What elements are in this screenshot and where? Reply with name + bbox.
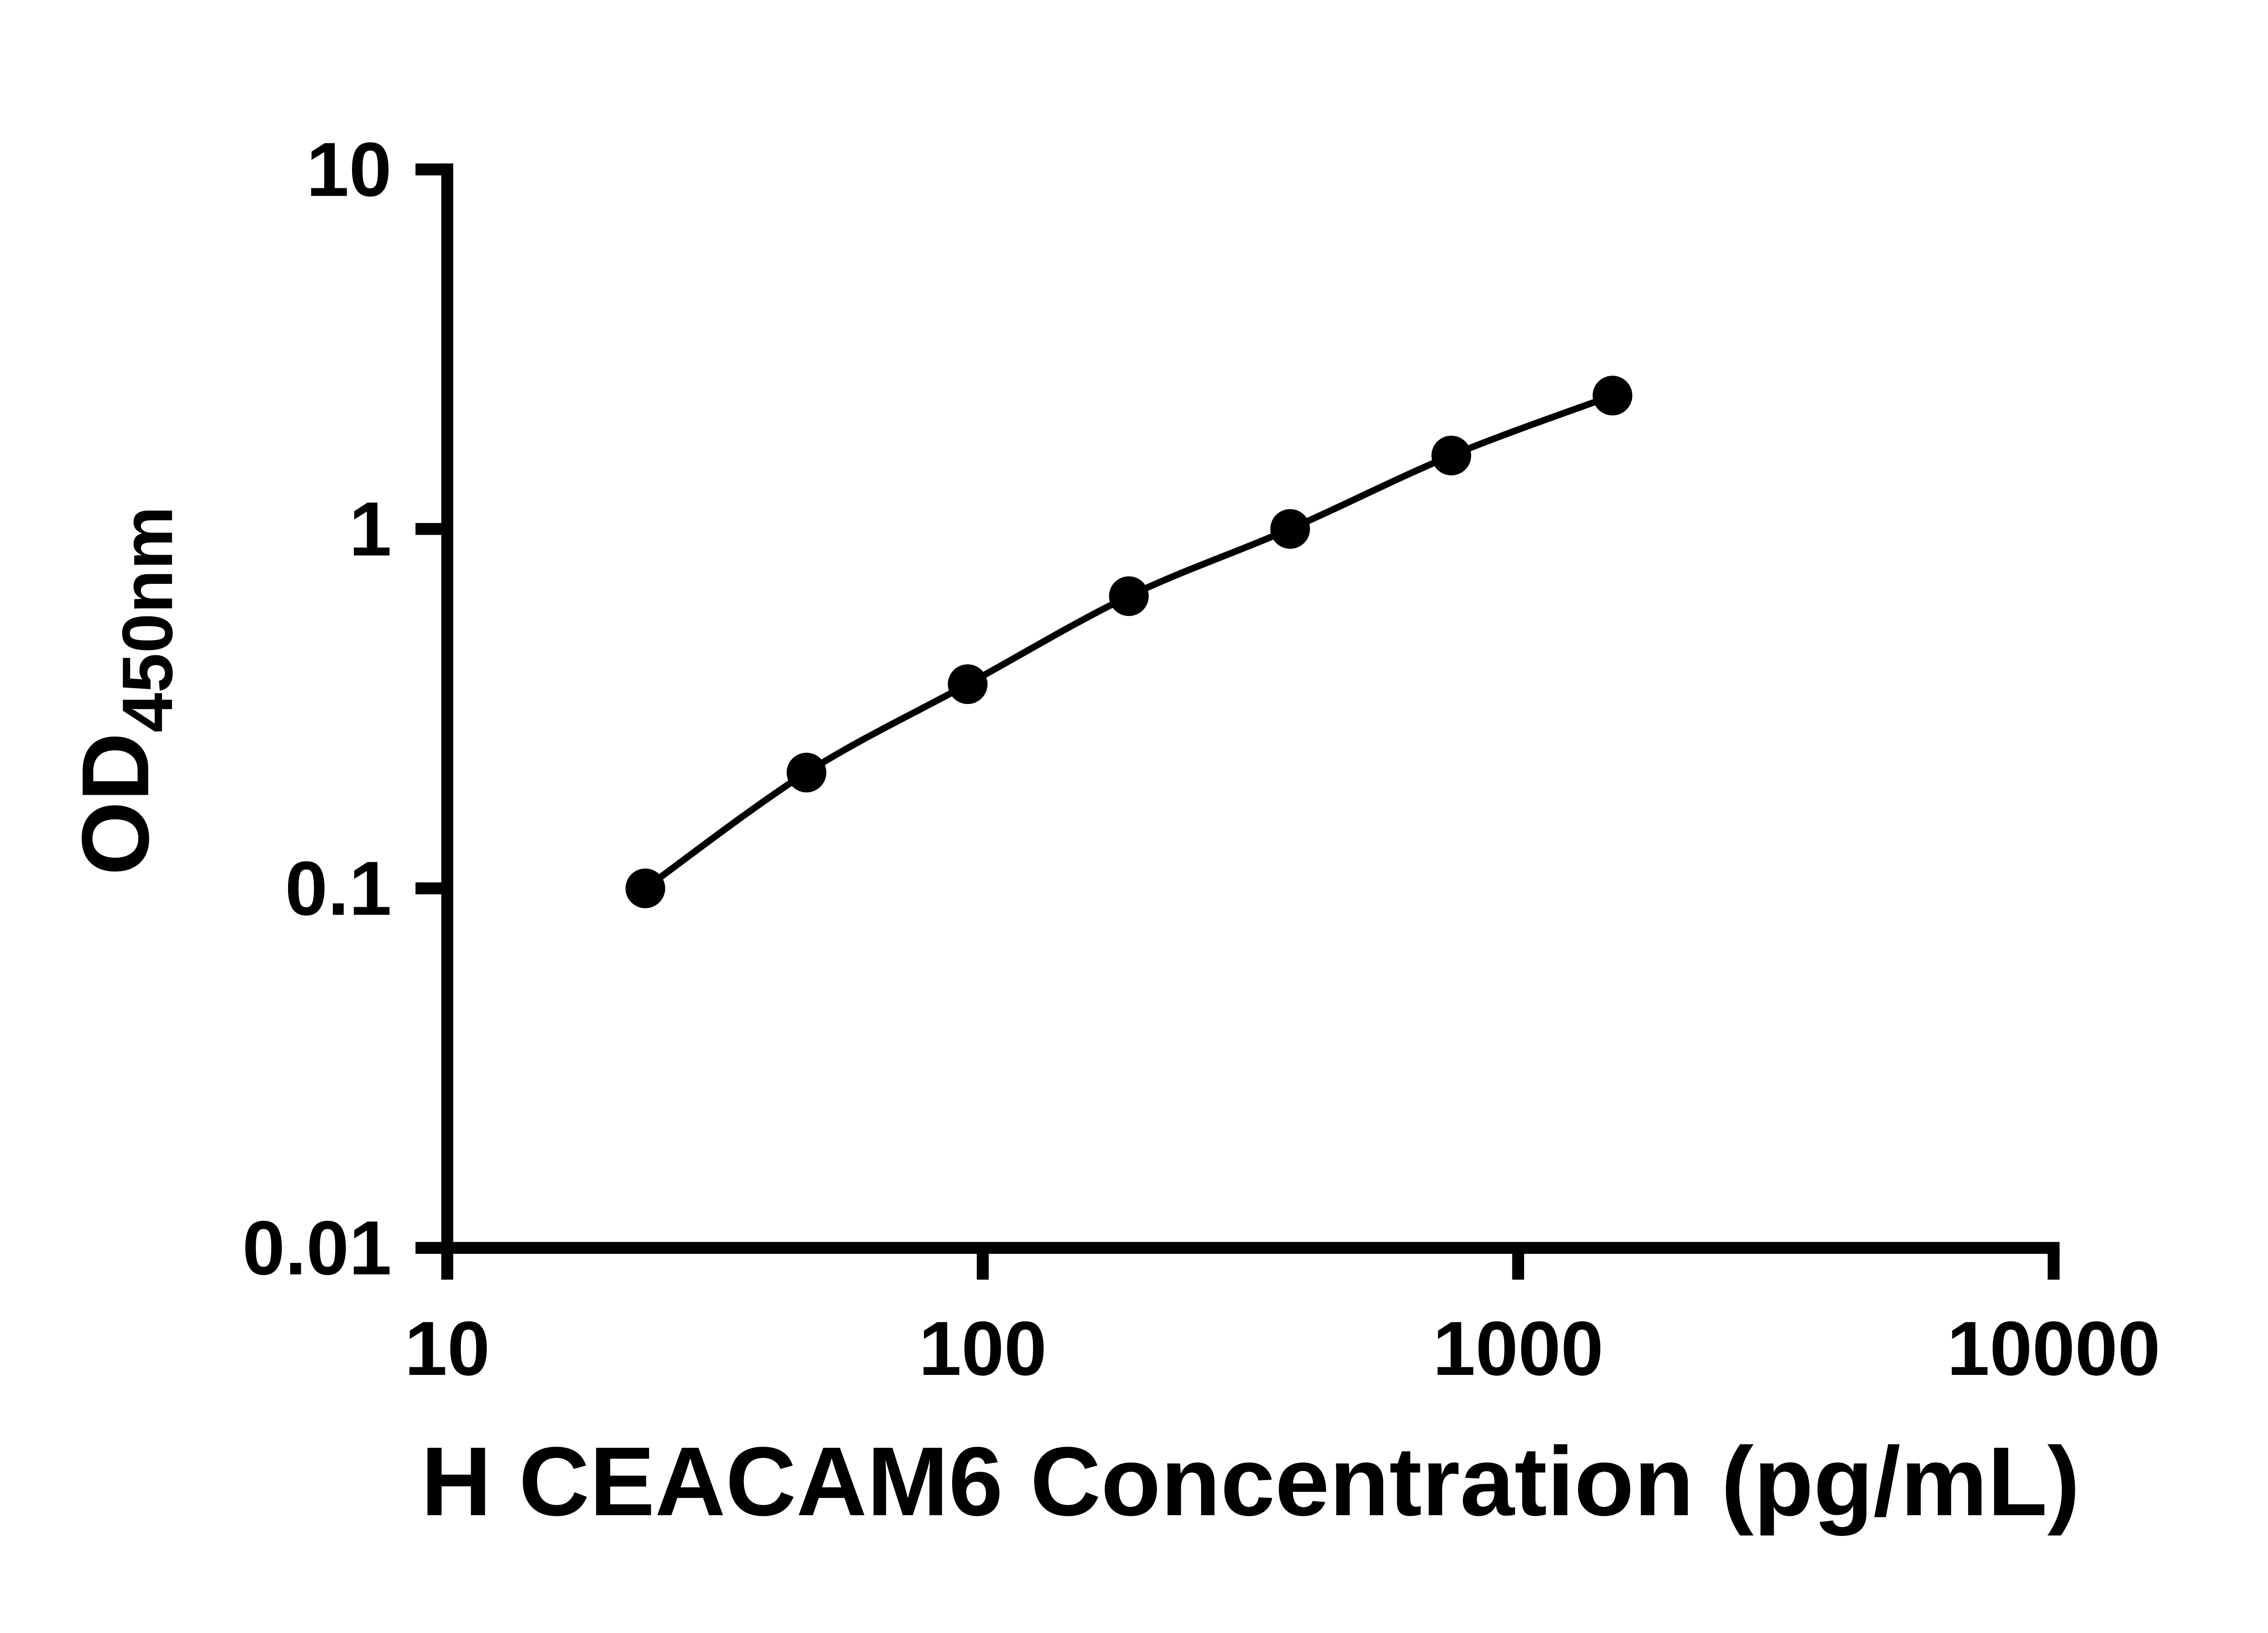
x-tick-label: 100: [919, 1305, 1046, 1391]
x-tick-label: 10000: [1947, 1305, 2160, 1391]
chart-generated-layer: 10 100 1000 10000 0.01 0.1 1 10: [242, 127, 2160, 1391]
data-point: [787, 753, 826, 792]
data-point: [1109, 576, 1149, 616]
data-point: [1431, 435, 1471, 475]
x-axis-title: H CEACAM6 Concentration (pg/mL): [421, 1427, 2080, 1536]
y-axis-title: OD450nm: [62, 506, 188, 875]
data-point: [1270, 509, 1310, 549]
y-tick-label: 0.1: [285, 846, 391, 931]
y-axis-title-main: OD: [62, 733, 169, 875]
data-point: [948, 664, 988, 704]
data-point: [625, 868, 665, 909]
x-tick-label: 10: [405, 1305, 490, 1391]
data-point: [1593, 376, 1633, 416]
y-tick-label: 1: [349, 486, 391, 572]
y-axis-title-sub: 450nm: [108, 506, 187, 733]
x-tick-label: 1000: [1433, 1305, 1603, 1391]
axis-spine: [441, 163, 2060, 1254]
y-tick-label: 10: [306, 127, 391, 212]
standard-curve-line: [643, 392, 1614, 891]
y-tick-label: 0.01: [242, 1205, 391, 1291]
